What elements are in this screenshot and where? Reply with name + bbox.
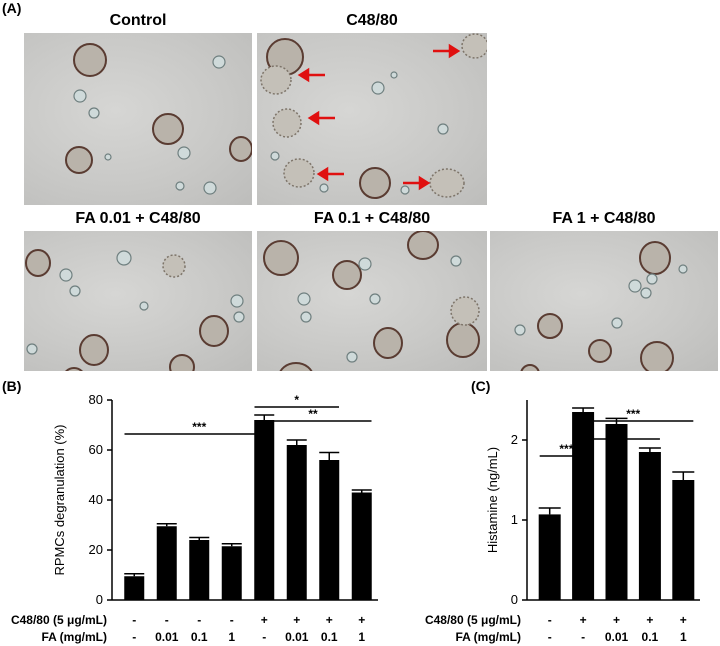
chart-b-row-value: + [326, 613, 333, 627]
chart-b-bar [124, 576, 145, 600]
micrograph-fa001-cells [25, 249, 245, 371]
chart-b-error-bar [254, 414, 275, 420]
chart-b-error-bar [221, 543, 242, 547]
panel-label-a: (A) [2, 0, 22, 16]
chart-b-bar [351, 492, 372, 600]
chart-b-row-value: + [293, 613, 300, 627]
chart-b-row-value: 0.01 [285, 630, 309, 644]
chart-b-y-tick-label: 40 [89, 492, 103, 507]
chart-b-row-value: - [165, 613, 169, 627]
chart-b-row-value: 0.1 [321, 630, 338, 644]
chart-b-bar [254, 420, 275, 600]
micrograph-title-control: Control [109, 12, 167, 29]
chart-b-bar [286, 445, 307, 600]
micrograph-fa001 [24, 231, 252, 371]
chart-b-bar [319, 460, 340, 600]
panel-label-b: (B) [2, 378, 22, 394]
micrograph-fa1-cells [514, 241, 688, 371]
chart-b-row-value: + [261, 613, 268, 627]
chart-b-error-bar [124, 573, 145, 577]
chart-b-bar [189, 540, 210, 600]
chart-b-row-value: - [262, 630, 266, 644]
chart-b-y-tick-label: 80 [89, 392, 103, 407]
chart-b-row-value: - [230, 613, 234, 627]
micrograph-c4880 [257, 33, 487, 205]
micrograph-fa01-cells [263, 231, 480, 371]
chart-b-y-tick-label: 60 [89, 442, 103, 457]
chart-b-y-tick-label: 0 [96, 592, 103, 607]
micrograph-title-fa1: FA 1 + C48/80 [552, 210, 656, 227]
panel-label-c: (C) [471, 378, 491, 394]
chart-b-y-tick-label: 20 [89, 542, 103, 557]
chart-b-row-value: - [132, 630, 136, 644]
chart-b-error-bar [351, 489, 372, 493]
micrograph-control [24, 33, 252, 205]
micrograph-title-c4880: C48/80 [346, 12, 398, 29]
chart-b-row-value: 1 [358, 630, 365, 644]
micrograph-fa1 [490, 231, 718, 371]
micrograph-c4880-cells [260, 33, 487, 199]
chart-b-row-value: - [197, 613, 201, 627]
chart-b-bar [221, 546, 242, 600]
micrograph-title-fa001: FA 0.01 + C48/80 [75, 210, 201, 227]
chart-b-row-label: C48/80 (5 μg/mL) [11, 613, 107, 627]
chart-b-significance-label: ** [308, 407, 318, 421]
chart-b-row-value: - [132, 613, 136, 627]
micrograph-control-cells [65, 43, 252, 195]
chart-b-row-value: + [358, 613, 365, 627]
chart-b-y-axis-label: RPMCs degranulation (%) [52, 424, 67, 575]
chart-b-row-value: 1 [228, 630, 235, 644]
chart-b-error-bar [189, 536, 210, 540]
chart-b-row-value: 0.1 [191, 630, 208, 644]
chart-b-error-bar [286, 439, 307, 445]
micrograph-fa01 [257, 231, 487, 371]
chart-b-error-bar [156, 523, 177, 527]
chart-b-significance-label: * [294, 393, 299, 407]
chart-b-error-bar [319, 451, 340, 460]
chart-b-significance-label: *** [192, 420, 206, 434]
chart-b-bar [156, 526, 177, 600]
chart-b-row-label: FA (mg/mL) [41, 630, 107, 644]
chart-b-row-value: 0.01 [155, 630, 179, 644]
micrograph-title-fa01: FA 0.1 + C48/80 [313, 210, 431, 227]
